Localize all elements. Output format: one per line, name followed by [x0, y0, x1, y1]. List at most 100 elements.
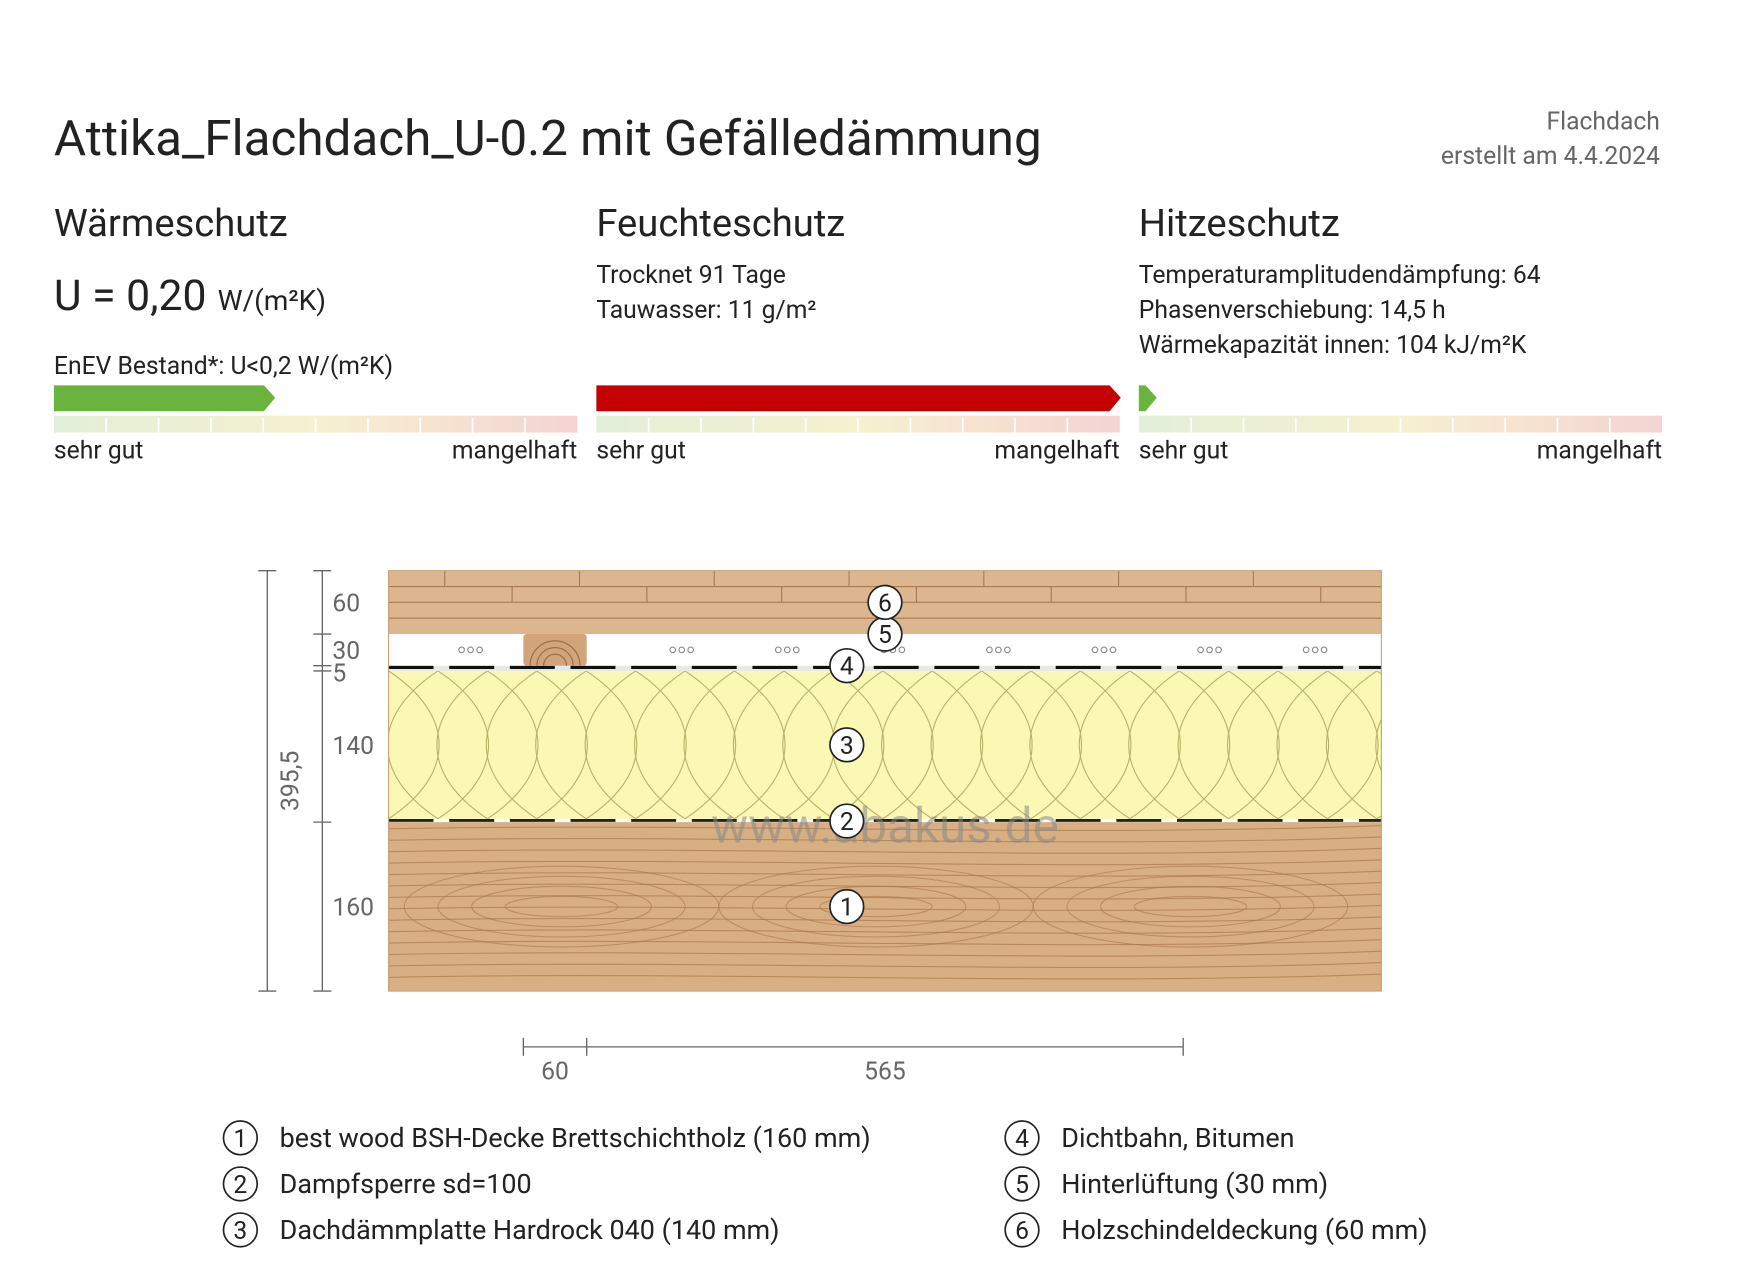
insulation-loop	[1128, 670, 1181, 820]
drawing-border	[388, 570, 1382, 992]
wood-ring	[504, 895, 619, 918]
insulation-loop	[1227, 670, 1280, 820]
wood-ring	[1032, 865, 1349, 948]
vent-dot	[476, 646, 483, 654]
watermark: www.abakus.de	[711, 797, 1059, 855]
batten-ring	[529, 640, 581, 666]
callout-number: 3	[840, 732, 854, 761]
vent-dot	[1197, 646, 1204, 654]
legend-text: Holzschindeldeckung (60 mm)	[1061, 1214, 1427, 1246]
dim-label: 60	[332, 589, 360, 618]
vent-dot	[1320, 646, 1328, 654]
callout-circle	[829, 727, 865, 763]
title: Attika_Flachdach_U-0.2 mit Gefälledämmun…	[54, 110, 1042, 168]
section-line: Trocknet 91 Tage	[596, 261, 786, 290]
dim-total-label: 395,5	[277, 751, 306, 811]
vent-dot	[986, 646, 993, 654]
scale-right: mangelhaft	[1537, 436, 1662, 465]
vent-dot	[898, 646, 906, 654]
u-number: U = 0,20	[54, 271, 207, 321]
wood-grain	[388, 836, 1382, 843]
wood-grain	[388, 927, 1382, 934]
callout-number: 5	[878, 621, 892, 650]
section-heading: Hitzeschutz	[1139, 202, 1340, 246]
callout-circle	[829, 648, 865, 684]
dim-label: 60	[541, 1057, 569, 1086]
vent-dot	[1109, 646, 1117, 654]
dim-label: 565	[864, 1057, 906, 1086]
section-line: Temperaturamplitudendämpfung: 64	[1139, 261, 1541, 290]
insulation-loop	[584, 670, 638, 820]
insulation-loop	[683, 670, 736, 820]
callout-number: 6	[878, 589, 892, 618]
layer-insulation	[388, 670, 1382, 819]
vent-dot	[687, 646, 695, 654]
created-date: erstellt am 4.4.2024	[1441, 142, 1660, 171]
category: Flachdach	[1546, 107, 1659, 136]
scale-right: mangelhaft	[994, 436, 1119, 465]
vent-dot	[995, 646, 1002, 654]
wood-ring	[471, 885, 652, 928]
legend-circle	[1004, 1212, 1040, 1248]
vent-dot	[1206, 646, 1213, 654]
insulation-loop	[733, 670, 786, 820]
vent-dot	[1091, 646, 1099, 654]
u-value: U = 0,20 W/(m²K)	[54, 271, 326, 321]
callout-number: 4	[840, 653, 854, 682]
rating-arrow	[53, 385, 276, 412]
callout-number: 1	[840, 894, 854, 923]
vent-dot	[1100, 646, 1108, 654]
u-unit: W/(m²K)	[218, 284, 326, 317]
wood-grain	[388, 950, 1382, 957]
dim-label: 140	[332, 732, 374, 761]
legend-text: best wood BSH-Decke Brettschichtholz (16…	[280, 1122, 871, 1154]
legend-circle	[222, 1212, 259, 1248]
insulation-loop	[634, 670, 687, 820]
vent-dot	[792, 646, 800, 654]
rating-arrow	[1138, 385, 1157, 412]
wood-grain	[388, 939, 1382, 946]
section-line: EnEV Bestand*: U<0,2 W/(m²K)	[54, 352, 393, 381]
vent-dot	[1311, 646, 1319, 654]
vent-dot	[1004, 646, 1011, 654]
callout-circle	[867, 584, 903, 621]
wood-grain	[388, 824, 1382, 831]
section-heading: Feuchteschutz	[596, 202, 845, 246]
vent-dot	[783, 646, 791, 654]
insulation-loop	[980, 670, 1033, 820]
wood-grain	[388, 916, 1382, 923]
vent-dot	[467, 646, 474, 654]
insulation-loop	[1276, 670, 1329, 820]
dim-label: 30	[332, 637, 360, 666]
wood-grain	[388, 962, 1382, 969]
insulation-loop	[930, 670, 984, 820]
batten-ring	[536, 647, 574, 666]
legend-text: Dachdämmplatte Hardrock 040 (140 mm)	[280, 1214, 780, 1246]
legend-number: 4	[1015, 1125, 1029, 1154]
legend-text: Dampfsperre sd=100	[280, 1168, 532, 1200]
insulation-loop	[1375, 670, 1382, 820]
insulation-loop	[1078, 670, 1132, 820]
legend-circle	[1004, 1120, 1040, 1156]
callout-circle	[829, 803, 865, 839]
legend-number: 1	[233, 1125, 247, 1154]
wood-grain	[388, 904, 1382, 911]
legend-circle	[222, 1166, 259, 1202]
legend-text: Hinterlüftung (30 mm)	[1061, 1168, 1328, 1200]
vent-dot	[458, 646, 465, 654]
vent-dot	[669, 646, 677, 654]
wood-ring	[1066, 875, 1315, 938]
wood-ring	[1133, 895, 1248, 918]
wood-ring	[751, 875, 1001, 938]
legend-number: 3	[233, 1217, 247, 1246]
wood-grain	[388, 870, 1382, 877]
legend-circle	[1004, 1166, 1040, 1202]
vent-dot	[1215, 646, 1222, 654]
section-heading: Wärmeschutz	[54, 202, 288, 246]
insulation-loop	[436, 670, 489, 820]
batten	[523, 634, 587, 666]
insulation-loop	[881, 670, 934, 820]
insulation-loop	[388, 670, 440, 820]
dim-label: 5	[332, 659, 346, 688]
insulation-loop	[1326, 670, 1379, 820]
